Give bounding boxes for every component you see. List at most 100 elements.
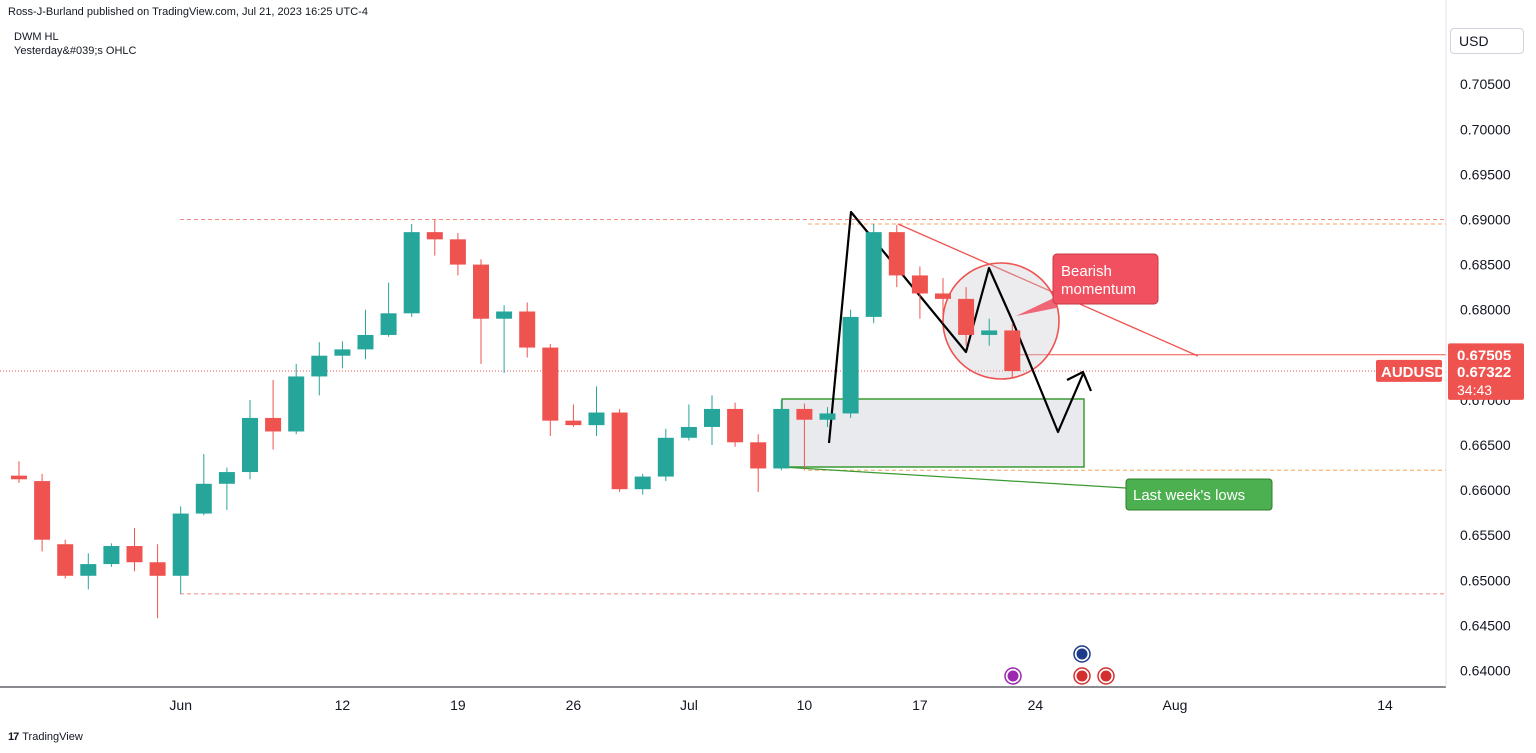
y-tick-label: 0.64500: [1460, 617, 1511, 633]
candle-body: [265, 417, 282, 432]
candle-body: [750, 442, 767, 469]
publisher-caption: Ross-J-Burland published on TradingView.…: [8, 6, 368, 18]
x-axis: Jun 12 19 26 Jul 10 17 24 Aug 14: [169, 697, 1393, 713]
candle-body: [981, 330, 998, 335]
candle-body: [680, 426, 697, 438]
x-tick-label: 12: [335, 697, 351, 713]
candle-2023-06-28: [611, 408, 628, 492]
candle-2023-06-14: [380, 282, 397, 337]
candle-body: [288, 376, 305, 432]
candle-2023-06-22: [519, 302, 536, 358]
candle-body: [11, 475, 27, 480]
lightning-event-icon: [1004, 667, 1022, 685]
candle-2023-06-02: [195, 454, 212, 516]
countdown-text: 34:43: [1457, 382, 1492, 398]
candle-2023-07-03: [680, 404, 697, 441]
tradingview-logo-icon: 17: [8, 731, 19, 743]
candle-body: [149, 562, 166, 576]
footer-brand: TradingView: [22, 731, 83, 743]
annotation-lows-text: Last week's lows: [1133, 487, 1245, 504]
candle-body: [242, 417, 258, 473]
candle-2023-07-10: [796, 403, 813, 471]
annotation-bearish-box: [1052, 253, 1159, 305]
candle-2023-07-14: [888, 224, 905, 288]
candle-body: [634, 476, 651, 490]
y-tick-label: 0.66000: [1460, 482, 1511, 498]
annotation-lows-box: [1125, 478, 1273, 511]
currency-selector[interactable]: USD: [1450, 28, 1524, 54]
candle-2023-06-05: [218, 467, 235, 510]
candle-2023-07-11: [819, 407, 836, 427]
x-tick-label: 19: [450, 697, 466, 713]
lightning-event-icon-fill: [1007, 670, 1019, 682]
x-tick-label: 17: [912, 697, 928, 713]
candle-body: [449, 239, 466, 265]
candle-2023-06-30: [657, 428, 674, 482]
candle-2023-05-31: [149, 544, 166, 619]
candle-body: [819, 413, 836, 420]
indicator-legend[interactable]: DWM HL Yesterday&#039;s OHLC: [14, 30, 137, 58]
au-flag-icon-fill: [1076, 648, 1088, 660]
y-tick-label: 0.65000: [1460, 572, 1511, 588]
x-tick-label: 10: [797, 697, 813, 713]
annotation-lows: Last week's lows: [1125, 478, 1273, 511]
y-tick-label: 0.70500: [1460, 76, 1511, 92]
candle-body: [172, 513, 189, 576]
candle-body: [218, 472, 235, 484]
level-price-tag: [1448, 343, 1524, 366]
candle-2023-06-19: [449, 233, 466, 276]
candle-2023-07-04: [704, 395, 720, 445]
indicator-subtitle: Yesterday&#039;s OHLC: [14, 45, 137, 57]
horizontal-levels: [0, 219, 1446, 595]
x-tick-label: Jun: [169, 697, 192, 713]
candle-2023-06-15: [403, 224, 420, 317]
candle-body: [796, 408, 813, 420]
candle-body: [565, 420, 582, 426]
candle-2023-05-23: [11, 461, 27, 483]
x-tick-label: 26: [566, 697, 582, 713]
candle-2023-06-06: [242, 399, 258, 480]
candle-body: [611, 412, 628, 490]
y-tick-label: 0.69000: [1460, 212, 1511, 228]
candle-body: [588, 412, 605, 426]
candle-2023-06-20: [473, 259, 489, 364]
candle-2023-05-26: [80, 553, 97, 590]
candle-2023-07-21: [1004, 324, 1021, 378]
candle-2023-06-01: [172, 506, 189, 594]
candle-2023-06-27: [588, 386, 605, 436]
event-markers: [1004, 645, 1115, 685]
candle-2023-05-29: [103, 543, 120, 567]
candle-body: [380, 313, 397, 335]
candle-2023-06-16: [426, 219, 443, 256]
candle-body: [704, 408, 720, 427]
candle-2023-07-19: [958, 287, 975, 346]
candle-2023-06-08: [288, 363, 305, 435]
footer[interactable]: 17 TradingView: [8, 731, 83, 743]
y-tick-label: 0.68500: [1460, 257, 1511, 273]
candle-body: [426, 232, 443, 240]
candle-body: [1004, 330, 1021, 372]
candle-2023-07-06: [750, 434, 767, 492]
candle-body: [34, 481, 51, 540]
y-tick-label: 0.64000: [1460, 663, 1511, 679]
candle-body: [727, 408, 744, 443]
candle-2023-07-05: [727, 402, 744, 447]
indicator-name: DWM HL: [14, 31, 59, 43]
projection-arrowhead: [1066, 370, 1093, 392]
candle-body: [888, 232, 905, 276]
candle-2023-06-23: [542, 343, 559, 436]
candle-body: [311, 355, 328, 377]
x-tick-label: 24: [1028, 697, 1044, 713]
annotation-bearish-text: momentum: [1061, 281, 1136, 298]
symbol-text: AUDUSD: [1381, 364, 1445, 381]
candle-body: [657, 437, 674, 477]
candle-2023-07-13: [865, 224, 882, 324]
y-tick-label: 0.68000: [1460, 302, 1511, 318]
us-flag-icon-2-fill: [1100, 670, 1112, 682]
candles-layer: [11, 219, 1021, 619]
candle-body: [842, 316, 859, 414]
candle-body: [496, 311, 513, 319]
candle-body: [403, 232, 420, 314]
